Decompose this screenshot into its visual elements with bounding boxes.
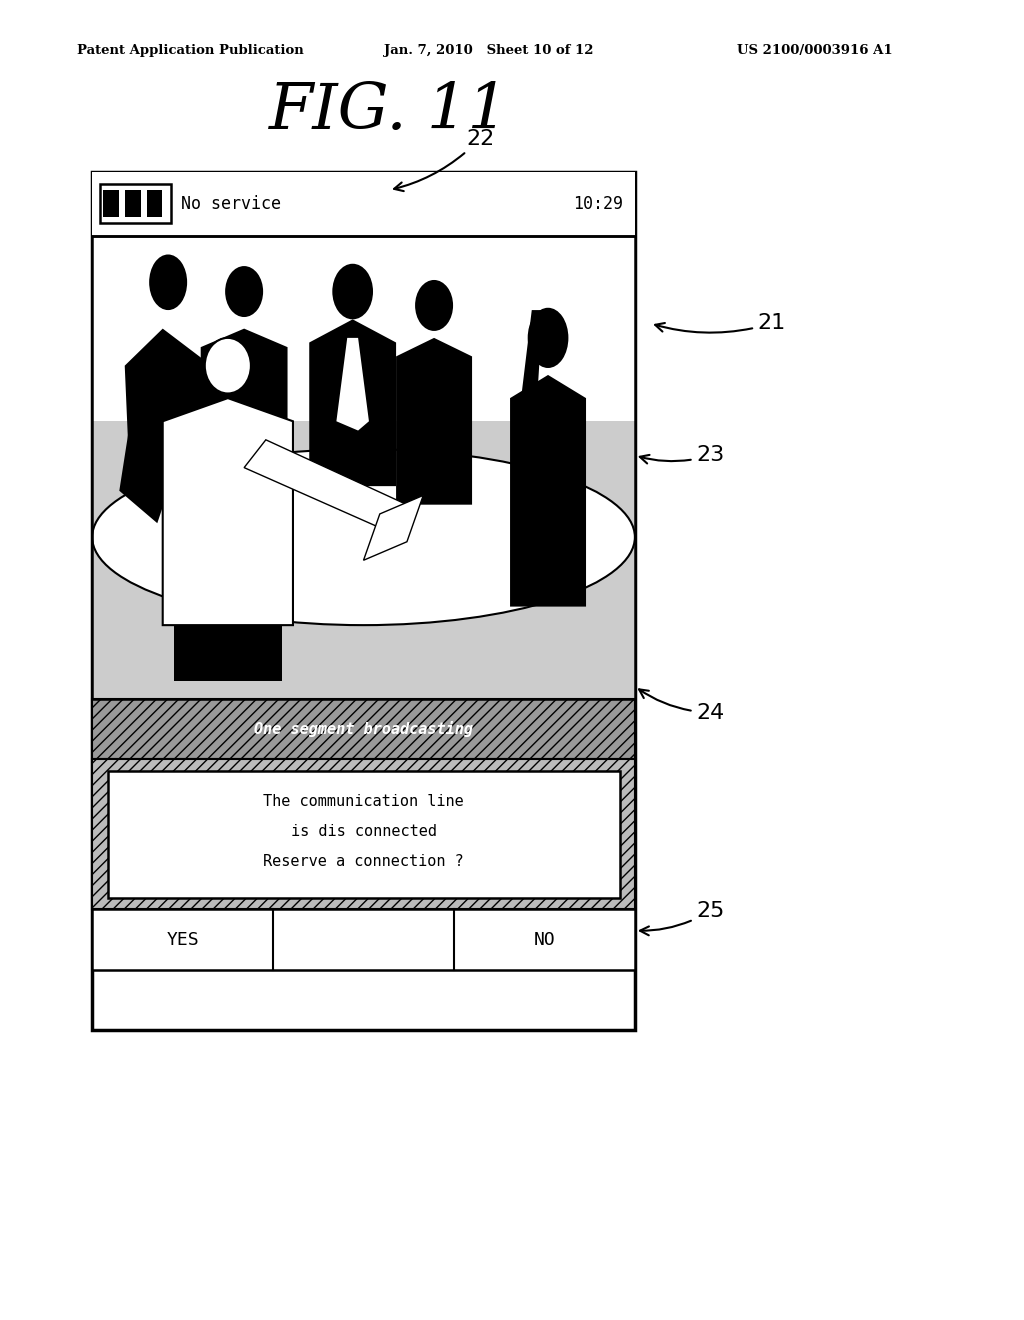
Bar bbox=[146, 190, 163, 218]
Text: 22: 22 bbox=[394, 128, 495, 191]
Polygon shape bbox=[336, 338, 369, 430]
Polygon shape bbox=[244, 440, 407, 532]
Bar bbox=[103, 190, 119, 218]
Text: One segment broadcasting: One segment broadcasting bbox=[254, 721, 473, 738]
Text: 24: 24 bbox=[639, 689, 725, 723]
Polygon shape bbox=[201, 329, 288, 504]
Bar bbox=[92, 172, 635, 1030]
Polygon shape bbox=[396, 338, 472, 504]
Text: NO: NO bbox=[534, 931, 555, 949]
Bar bbox=[100, 185, 171, 223]
Ellipse shape bbox=[527, 308, 568, 368]
Bar bbox=[92, 236, 635, 700]
Bar bbox=[92, 421, 635, 700]
Text: 25: 25 bbox=[640, 900, 725, 936]
Bar bbox=[92, 236, 635, 700]
Text: is dis connected: is dis connected bbox=[291, 824, 436, 840]
Polygon shape bbox=[125, 329, 212, 491]
Ellipse shape bbox=[92, 449, 635, 626]
Bar bbox=[92, 172, 635, 236]
Text: The communication line: The communication line bbox=[263, 793, 464, 809]
Text: Reserve a connection ?: Reserve a connection ? bbox=[263, 854, 464, 869]
Bar bbox=[92, 700, 635, 759]
Polygon shape bbox=[309, 319, 396, 486]
Polygon shape bbox=[163, 399, 293, 626]
Text: 10:29: 10:29 bbox=[572, 195, 623, 213]
Ellipse shape bbox=[333, 264, 373, 319]
Text: 23: 23 bbox=[640, 445, 725, 466]
Text: Patent Application Publication: Patent Application Publication bbox=[77, 44, 303, 57]
Polygon shape bbox=[119, 421, 168, 523]
Text: No service: No service bbox=[181, 195, 281, 213]
Ellipse shape bbox=[225, 267, 263, 317]
Ellipse shape bbox=[205, 338, 251, 393]
Bar bbox=[108, 771, 620, 898]
Bar bbox=[125, 190, 140, 218]
Polygon shape bbox=[364, 495, 423, 560]
Polygon shape bbox=[510, 375, 586, 607]
Bar bbox=[92, 759, 635, 909]
Text: 21: 21 bbox=[655, 313, 786, 334]
Polygon shape bbox=[173, 607, 282, 681]
Text: US 2100/0003916 A1: US 2100/0003916 A1 bbox=[737, 44, 893, 57]
Ellipse shape bbox=[150, 255, 187, 310]
Bar bbox=[92, 236, 635, 700]
Text: YES: YES bbox=[166, 931, 199, 949]
Text: FIG. 11: FIG. 11 bbox=[269, 82, 509, 143]
Bar bbox=[92, 909, 635, 969]
Ellipse shape bbox=[415, 280, 453, 331]
Polygon shape bbox=[515, 310, 543, 467]
Text: Jan. 7, 2010   Sheet 10 of 12: Jan. 7, 2010 Sheet 10 of 12 bbox=[384, 44, 594, 57]
